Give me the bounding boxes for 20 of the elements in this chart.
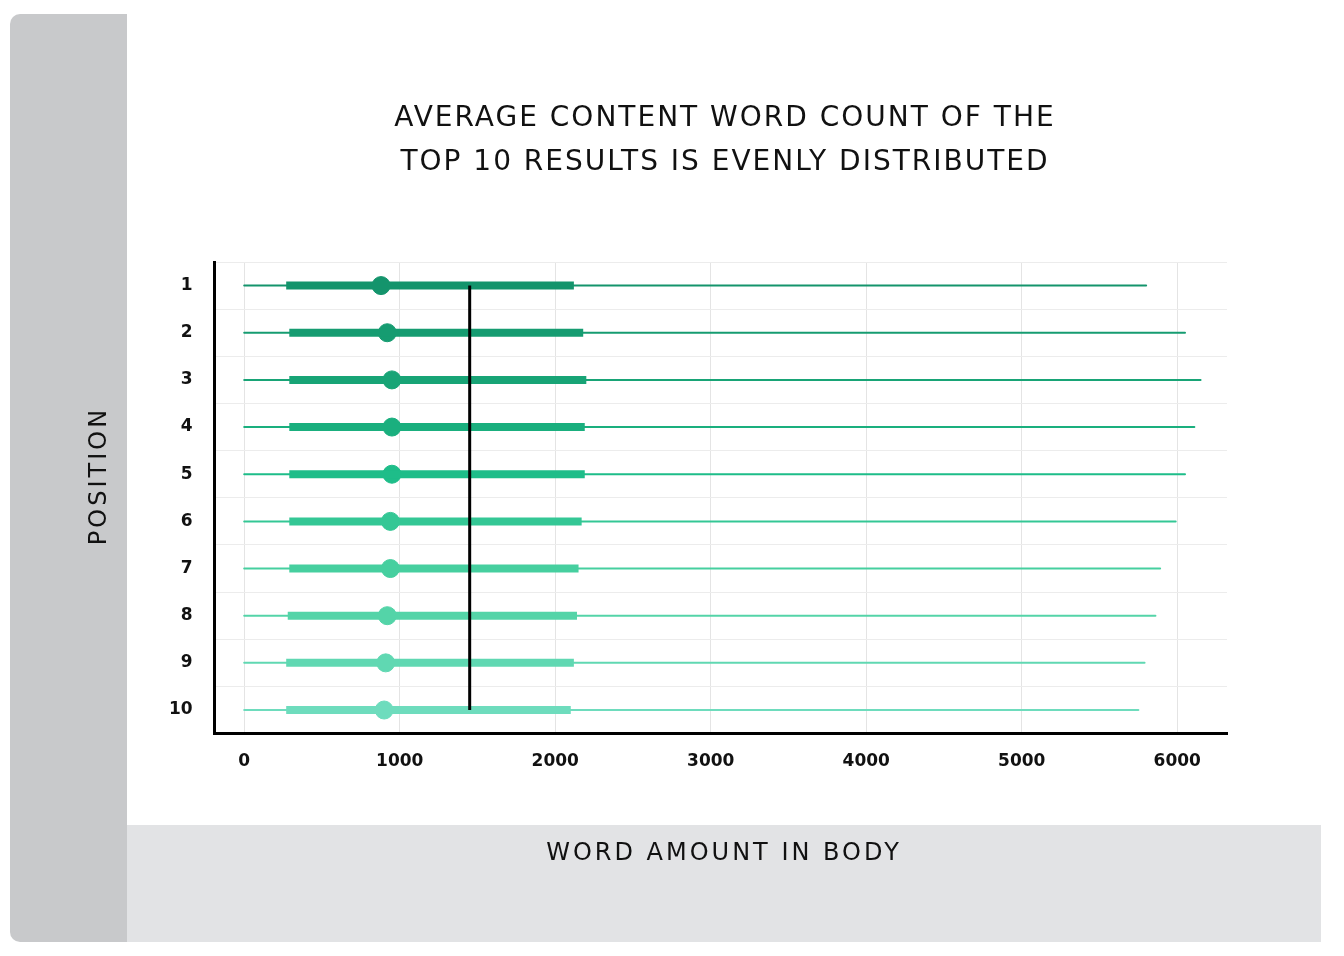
chart-title: AVERAGE CONTENT WORD COUNT OF THE TOP 10 RESULTS IS EVENLY DISTRIBUTED [393,99,1057,179]
y-tick-label: 6 [180,509,193,530]
y-tick-label: 10 [168,698,193,719]
x-tick-label: 3000 [687,750,735,771]
y-tick-label: 7 [180,556,193,577]
x-tick-label: 6000 [1153,750,1202,771]
x-axis-title: WORD AMOUNT IN BODY [545,838,903,866]
y-tick-label: 3 [180,368,193,389]
x-tick-label: 0 [238,750,251,771]
y-tick-label: 9 [180,651,193,672]
x-tick-label: 5000 [998,750,1046,771]
y-tick-label: 5 [180,462,193,483]
y-tick-label: 2 [180,321,193,342]
y-tick-label: 1 [180,274,193,294]
x-tick-label: 4000 [842,750,891,771]
x-tick-label: 2000 [531,750,580,771]
x-tick-label: 1000 [376,750,424,771]
y-tick-label: 4 [180,415,193,436]
y-tick-label: 8 [180,604,193,625]
y-axis-title: POSITION [84,405,112,548]
